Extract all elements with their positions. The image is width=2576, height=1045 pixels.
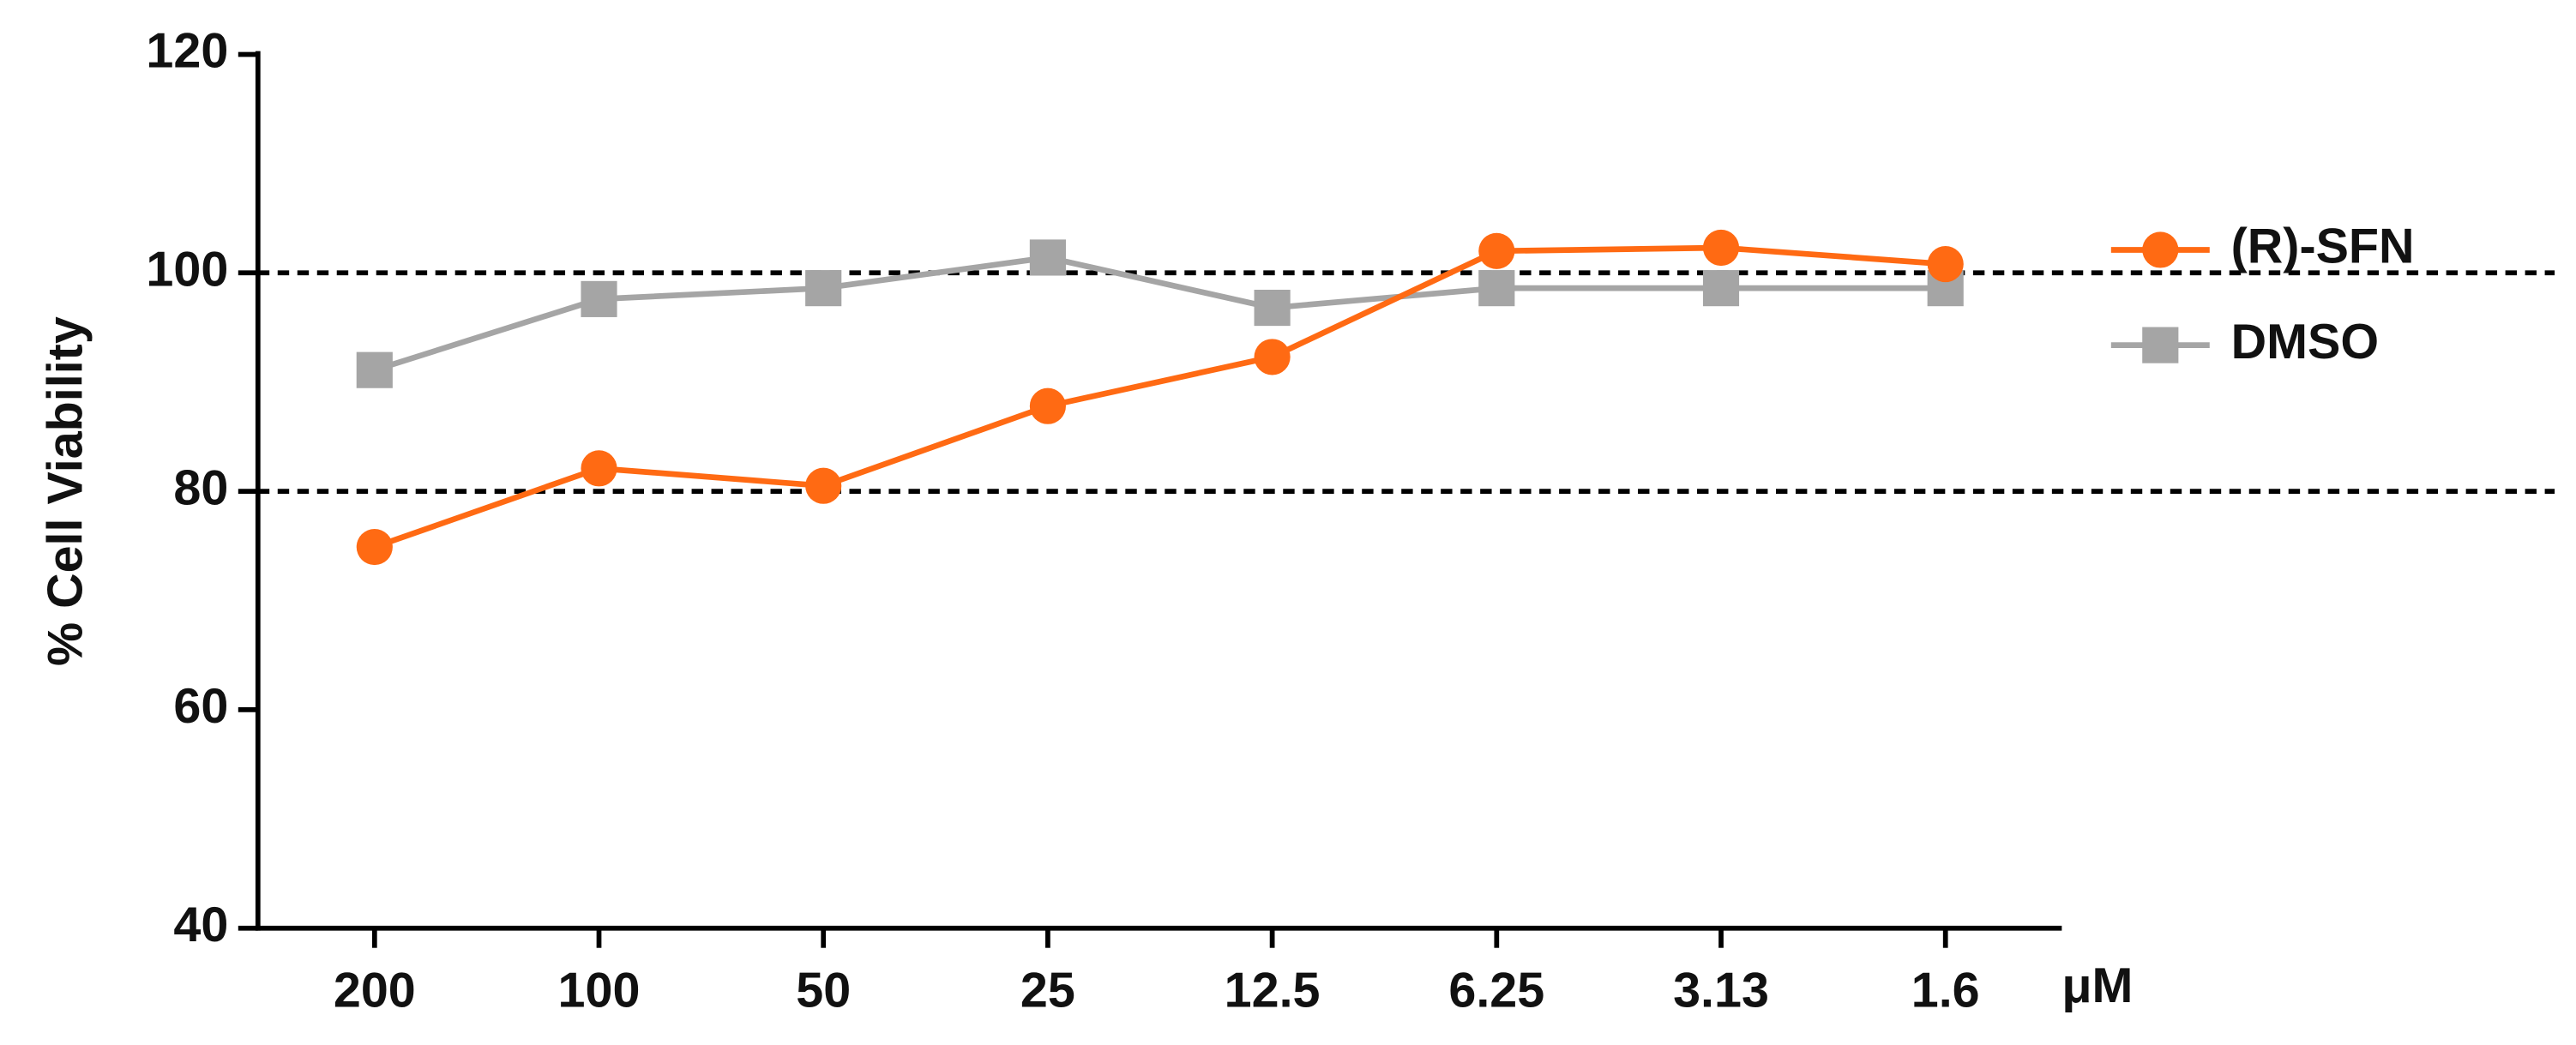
y-tick-label: 100 — [146, 242, 228, 297]
legend-label: DMSO — [2231, 315, 2379, 369]
x-tick-label: 200 — [334, 964, 416, 1018]
y-tick-label: 60 — [173, 679, 228, 734]
marker — [581, 280, 617, 317]
x-tick-label: 100 — [558, 964, 641, 1018]
y-tick-label: 40 — [173, 898, 228, 952]
marker — [1254, 289, 1291, 327]
y-axis-label: % Cell Viability — [39, 316, 93, 666]
marker — [1702, 270, 1740, 307]
marker — [581, 450, 617, 487]
x-tick-label: 6.25 — [1448, 964, 1544, 1018]
marker — [805, 270, 842, 307]
series-line — [373, 244, 1946, 550]
y-tick-label: 80 — [173, 460, 228, 515]
marker — [1927, 246, 1964, 283]
x-tick-label: 12.5 — [1225, 964, 1321, 1018]
x-tick-label: 1.6 — [1911, 964, 1980, 1018]
series-line — [373, 255, 1946, 373]
marker — [2142, 231, 2179, 268]
marker — [1029, 387, 1066, 424]
x-tick-label: 25 — [1020, 964, 1075, 1018]
marker — [2142, 327, 2179, 363]
marker — [1254, 339, 1291, 375]
x-tick-label: 3.13 — [1673, 964, 1769, 1018]
x-axis-label: μM — [2061, 958, 2133, 1013]
marker — [1478, 270, 1515, 307]
marker — [1478, 232, 1515, 269]
marker — [805, 467, 842, 504]
y-tick-label: 120 — [146, 24, 228, 79]
marker — [1029, 239, 1066, 276]
marker — [356, 529, 393, 566]
marker — [1702, 229, 1740, 267]
marker — [356, 351, 393, 388]
legend-label: (R)-SFN — [2231, 219, 2415, 274]
x-tick-label: 50 — [796, 964, 851, 1018]
